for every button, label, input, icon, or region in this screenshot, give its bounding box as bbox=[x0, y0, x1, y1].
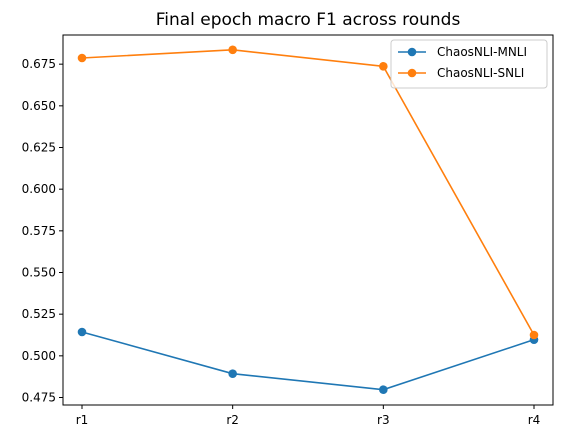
data-point bbox=[77, 53, 87, 63]
legend-marker bbox=[407, 47, 417, 57]
legend-label: ChaosNLI-SNLI bbox=[437, 66, 524, 80]
plot-area bbox=[62, 34, 554, 406]
chart-title: Final epoch macro F1 across rounds bbox=[156, 10, 461, 30]
legend-marker bbox=[407, 68, 417, 78]
y-tick-label: 0.675 bbox=[22, 57, 56, 71]
y-tick-label: 0.600 bbox=[22, 182, 56, 196]
y-tick-label: 0.475 bbox=[22, 391, 56, 405]
data-point bbox=[228, 369, 237, 378]
y-tick-label: 0.625 bbox=[22, 141, 56, 155]
x-tick-label: r4 bbox=[528, 413, 541, 427]
series-line bbox=[81, 331, 535, 391]
y-axis: 0.475 0.500 0.525 0.550 0.575 0.600 0.625 0.650… bbox=[22, 57, 63, 405]
x-axis: r1 r2 r3 r4 bbox=[76, 405, 541, 427]
y-tick-label: 0.650 bbox=[22, 99, 56, 113]
series-chaosnli-mnli bbox=[77, 327, 539, 394]
data-point bbox=[529, 330, 539, 340]
series-layer bbox=[77, 45, 539, 394]
legend-label: ChaosNLI-MNLI bbox=[437, 45, 527, 59]
legend: ChaosNLI-MNLI ChaosNLI-SNLI bbox=[390, 39, 548, 89]
y-tick-label: 0.525 bbox=[22, 307, 56, 321]
x-tick-label: r1 bbox=[76, 413, 89, 427]
y-tick-label: 0.500 bbox=[22, 349, 56, 363]
series-line bbox=[81, 49, 535, 336]
x-tick-label: r3 bbox=[377, 413, 390, 427]
x-tick-label: r2 bbox=[226, 413, 239, 427]
data-point bbox=[77, 327, 87, 337]
y-tick-label: 0.550 bbox=[22, 266, 56, 280]
data-point bbox=[379, 385, 388, 394]
series-chaosnli-snli bbox=[77, 45, 539, 340]
data-point bbox=[228, 45, 237, 55]
legend-box bbox=[390, 39, 548, 89]
data-point bbox=[379, 62, 388, 71]
y-tick-label: 0.575 bbox=[22, 224, 56, 238]
